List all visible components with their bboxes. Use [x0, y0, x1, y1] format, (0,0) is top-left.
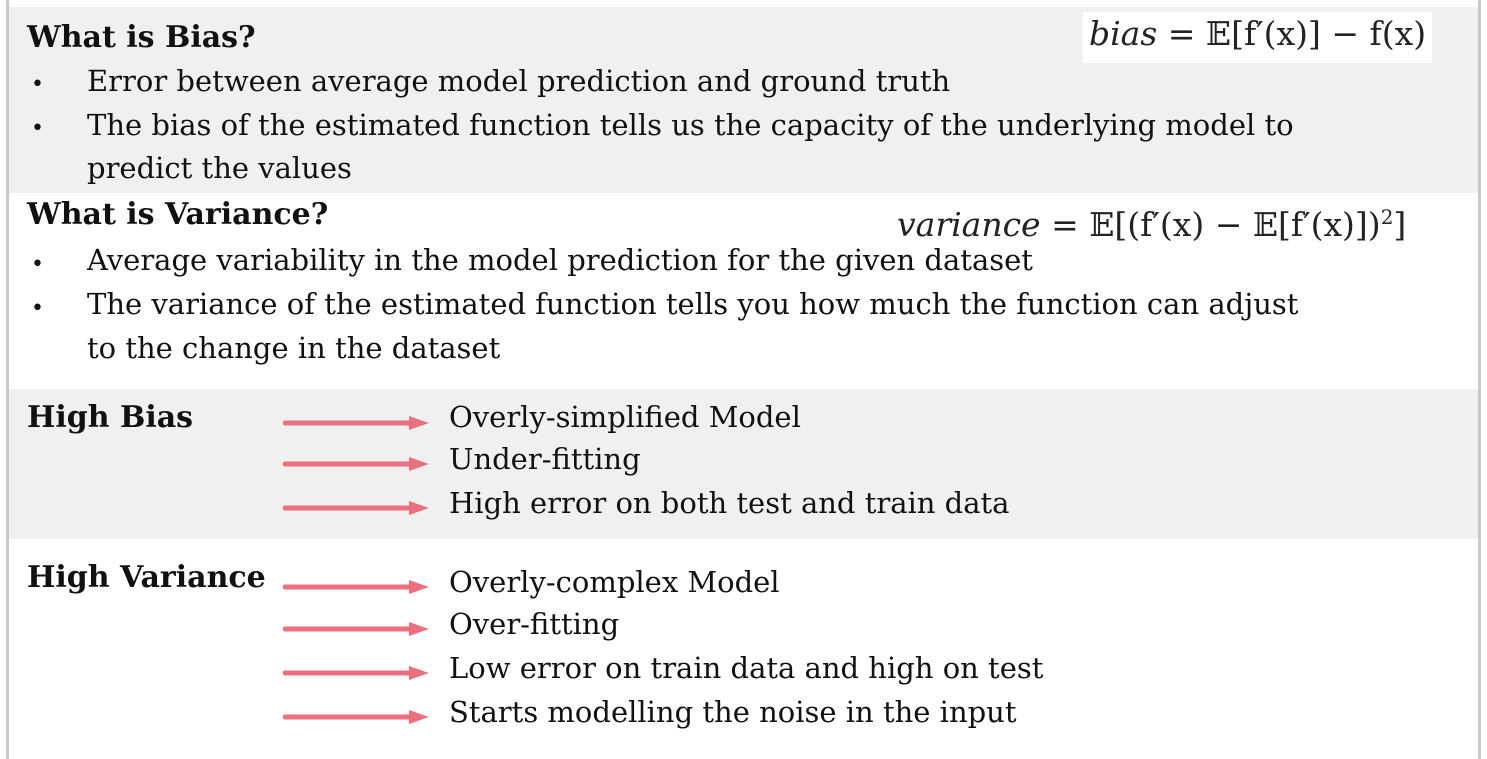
- bias-bullet-1: Error between average model prediction a…: [87, 64, 951, 98]
- arrow-icon: [283, 710, 429, 724]
- variance-bullet-2-line-1: The variance of the estimated function t…: [87, 287, 1299, 321]
- bias-bullet-2-line-2: predict the values: [87, 151, 352, 185]
- variance-formula-power: 2: [1380, 205, 1394, 229]
- high-variance-item-2: Over-fitting: [449, 607, 620, 641]
- high-variance-label: High Variance: [27, 560, 266, 595]
- high-bias-item-2: Under-fitting: [449, 442, 641, 476]
- high-variance-item-1: Overly-complex Model: [449, 565, 780, 599]
- arrow-icon: [283, 580, 429, 594]
- variance-formula-close: ]: [1393, 205, 1407, 244]
- bias-formula: bias = 𝔼[f′(x)] − f(x): [1083, 12, 1433, 63]
- bullet-glyph: •: [31, 252, 44, 277]
- bullet-glyph: •: [31, 296, 44, 321]
- variance-formula: variance = 𝔼[(f′(x) − 𝔼[f′(x)])2]: [897, 205, 1406, 244]
- variance-formula-lhs: variance: [897, 205, 1041, 244]
- high-bias-label: High Bias: [27, 400, 194, 435]
- high-bias-section: [9, 389, 1478, 539]
- bias-bullet-2-line-1: The bias of the estimated function tells…: [87, 108, 1294, 142]
- variance-heading: What is Variance?: [27, 197, 329, 232]
- high-bias-item-3: High error on both test and train data: [449, 486, 1010, 520]
- high-variance-item-3: Low error on train data and high on test: [449, 651, 1044, 685]
- arrow-icon: [283, 416, 429, 430]
- bullet-glyph: •: [31, 116, 44, 141]
- high-bias-item-1: Overly-simplified Model: [449, 400, 801, 434]
- arrow-icon: [283, 666, 429, 680]
- bias-formula-lhs: bias: [1089, 14, 1158, 53]
- slide: What is Bias? bias = 𝔼[f′(x)] − f(x) • E…: [6, 0, 1481, 759]
- arrow-icon: [283, 622, 429, 636]
- high-variance-item-4: Starts modelling the noise in the input: [449, 695, 1017, 729]
- arrow-icon: [283, 501, 429, 515]
- variance-bullet-2-line-2: to the change in the dataset: [87, 331, 501, 365]
- variance-bullet-1: Average variability in the model predict…: [87, 243, 1033, 277]
- arrow-icon: [283, 457, 429, 471]
- bullet-glyph: •: [31, 72, 44, 97]
- bias-heading: What is Bias?: [27, 20, 256, 55]
- bias-formula-rhs: = 𝔼[f′(x)] − f(x): [1167, 14, 1427, 53]
- variance-formula-rhs: = 𝔼[(f′(x) − 𝔼[f′(x)]): [1051, 205, 1381, 244]
